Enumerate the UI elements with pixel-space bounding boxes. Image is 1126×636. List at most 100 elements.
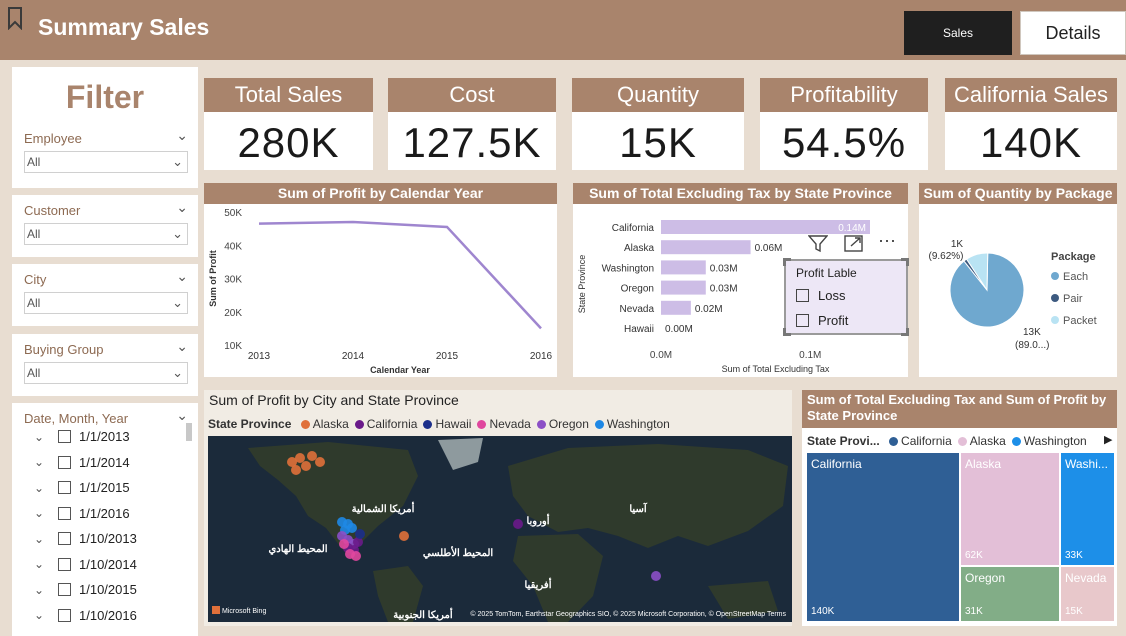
treemap-tile-oregon[interactable]: Oregon 31K — [961, 567, 1059, 621]
chevron-down-icon[interactable]: ⌄ — [34, 506, 45, 520]
pie-slice-packet[interactable] — [965, 252, 989, 292]
bookmark-icon[interactable] — [6, 6, 24, 30]
map-point-washington[interactable] — [347, 523, 357, 533]
date-slicer-item[interactable]: ⌄ 1/1/2015 — [34, 480, 130, 495]
date-slicer-item[interactable]: ⌄ 1/10/2016 — [34, 608, 137, 623]
slicer-label: Buying Group — [24, 342, 104, 357]
city-dropdown[interactable]: All ⌄ — [24, 292, 188, 314]
checkbox[interactable] — [58, 430, 71, 443]
checkbox[interactable] — [796, 314, 809, 327]
legend-item[interactable]: Packet — [1063, 315, 1097, 327]
map-point-alaska[interactable] — [295, 453, 305, 463]
slicer-option-profit[interactable]: Profit — [796, 313, 848, 328]
chevron-down-icon[interactable]: ⌄ — [176, 407, 188, 423]
map-point-alaska[interactable] — [307, 451, 317, 461]
checkbox[interactable] — [58, 481, 71, 494]
customer-dropdown[interactable]: All ⌄ — [24, 223, 188, 245]
date-label: 1/10/2014 — [79, 556, 137, 572]
employee-dropdown[interactable]: All ⌄ — [24, 151, 188, 173]
chevron-down-icon[interactable]: ⌄ — [34, 557, 45, 571]
legend-item[interactable]: Washington — [1023, 434, 1087, 448]
bar[interactable] — [661, 220, 870, 234]
treemap-tile-california[interactable]: California 140K — [807, 453, 959, 621]
slicer-option-loss[interactable]: Loss — [796, 288, 845, 303]
map-canvas[interactable]: أمريكا الشمالية المحيط الهادي المحيط الأطل… — [208, 436, 792, 622]
map-point-hawaii[interactable] — [355, 529, 365, 539]
chart-title: Sum of Quantity by Package — [919, 183, 1117, 204]
chevron-down-icon[interactable]: ⌄ — [34, 531, 45, 546]
chevron-down-icon[interactable]: ⌄ — [34, 582, 45, 597]
map-point-california[interactable] — [353, 537, 363, 547]
map-point-alaska[interactable] — [399, 531, 409, 541]
chevron-down-icon[interactable]: ⌄ — [34, 480, 45, 495]
checkbox[interactable] — [58, 583, 71, 596]
buying-group-dropdown[interactable]: All ⌄ — [24, 362, 188, 384]
checkbox[interactable] — [58, 455, 71, 469]
legend-item[interactable]: Oregon — [548, 417, 589, 431]
landmass-north-america — [248, 442, 418, 556]
tile-value: 62K — [965, 550, 983, 561]
map-point-oregon[interactable] — [651, 571, 661, 581]
date-slicer-item[interactable]: ⌄ 1/10/2014 — [34, 557, 137, 572]
checkbox[interactable] — [58, 557, 71, 571]
treemap-chart[interactable]: Sum of Total Excluding Tax and Sum of Pr… — [802, 390, 1117, 626]
chevron-right-icon[interactable]: ▶ — [1104, 434, 1113, 446]
chevron-down-icon[interactable]: ⌄ — [176, 127, 188, 143]
chevron-down-icon[interactable]: ⌄ — [176, 338, 188, 354]
funnel-icon[interactable] — [808, 235, 828, 253]
chevron-down-icon[interactable]: ⌄ — [176, 268, 188, 284]
legend-item[interactable]: Alaska — [969, 434, 1006, 448]
checkbox[interactable] — [58, 608, 71, 622]
legend-item[interactable]: Alaska — [312, 417, 349, 431]
map-point-nevada[interactable] — [351, 551, 361, 561]
legend-marker — [1011, 437, 1021, 446]
bar[interactable] — [661, 280, 706, 295]
map-label-atlantic: المحيط الأطلسي — [423, 547, 494, 559]
map-point-nevada[interactable] — [339, 539, 349, 549]
map-point-alaska[interactable] — [315, 457, 325, 467]
map-point-california[interactable] — [513, 519, 523, 529]
bar[interactable] — [661, 300, 691, 315]
legend-item[interactable]: California — [366, 417, 418, 431]
date-slicer-item[interactable]: ⌄ 1/1/2013 — [34, 429, 130, 444]
treemap-legend: State Provi... California Alaska Washingto… — [807, 434, 1087, 448]
chevron-down-icon[interactable]: ⌄ — [34, 429, 45, 444]
chevron-down-icon[interactable]: ⌄ — [34, 455, 45, 469]
checkbox[interactable] — [796, 289, 809, 302]
date-slicer-item[interactable]: ⌄ 1/10/2015 — [34, 582, 137, 597]
map-point-alaska[interactable] — [287, 457, 297, 467]
treemap-tile-nevada[interactable]: Nevada 15K — [1061, 567, 1114, 621]
legend-item[interactable]: Pair — [1063, 293, 1083, 305]
date-slicer-item[interactable]: ⌄ 1/10/2013 — [34, 531, 137, 546]
checkbox[interactable] — [58, 506, 71, 520]
legend-item[interactable]: Each — [1063, 271, 1088, 283]
profit-by-year-chart[interactable]: Sum of Profit by Calendar Year 50K 40K 30K… — [204, 183, 557, 377]
bar[interactable] — [661, 240, 751, 255]
quantity-by-package-chart[interactable]: Sum of Quantity by Package 1K (9.62%) 13K (… — [919, 183, 1117, 377]
treemap-tile-washington[interactable]: Washi... 33K — [1061, 453, 1114, 565]
more-options-icon[interactable]: ⋯ — [878, 231, 897, 251]
slicer-label: City — [24, 272, 47, 287]
chevron-down-icon[interactable]: ⌄ — [176, 199, 188, 215]
sales-button[interactable]: Sales — [904, 11, 1012, 55]
expand-icon[interactable] — [844, 235, 864, 253]
chevron-down-icon[interactable]: ⌄ — [34, 608, 45, 622]
details-button[interactable]: Details — [1020, 11, 1126, 55]
date-slicer-item[interactable]: ⌄ 1/1/2014 — [34, 455, 130, 470]
series-line[interactable] — [258, 220, 542, 330]
legend-item[interactable]: Nevada — [489, 417, 531, 431]
map-point-alaska[interactable] — [291, 465, 301, 475]
treemap-tile-alaska[interactable]: Alaska 62K — [961, 453, 1059, 565]
map-point-alaska[interactable] — [301, 461, 311, 471]
y-axis-title: State Province — [577, 255, 587, 314]
legend-item[interactable]: Washington — [606, 417, 670, 431]
data-label: 0.00M — [665, 324, 693, 335]
date-slicer-scrollbar[interactable] — [186, 423, 192, 441]
legend-item[interactable]: California — [901, 434, 952, 448]
date-slicer-item[interactable]: ⌄ 1/1/2016 — [34, 506, 130, 521]
checkbox[interactable] — [58, 532, 71, 545]
legend-item[interactable]: Hawaii — [435, 417, 472, 431]
profit-by-city-map[interactable]: Sum of Profit by City and State Province… — [204, 390, 792, 626]
bar[interactable] — [661, 260, 706, 275]
kpi-label: Total Sales — [204, 78, 373, 112]
